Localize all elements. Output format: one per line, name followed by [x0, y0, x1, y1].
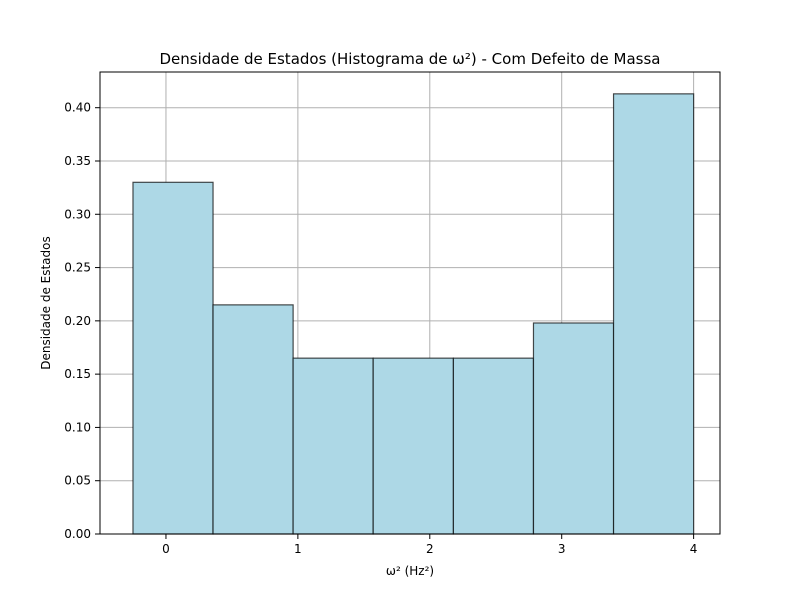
y-tick-label: 0.40 [64, 101, 91, 115]
histogram-bar [612, 93, 695, 535]
y-tick-label: 0.10 [64, 420, 91, 434]
y-tick-label: 0.25 [64, 261, 91, 275]
histogram-bar [292, 357, 374, 535]
y-tick-label: 0.20 [64, 314, 91, 328]
y-tick-label: 0.35 [64, 154, 91, 168]
y-tick-label: 0.30 [64, 207, 91, 221]
plot-frame [99, 71, 721, 535]
histogram-bar [372, 357, 454, 535]
histogram-bars [132, 93, 695, 535]
axis-ticks: 0 1 2 3 4 0.00 0.05 0.10 0.15 0.20 0.25 0.30 0.35 0.4… [64, 101, 697, 556]
y-axis-label: Densidade de Estados [39, 236, 53, 370]
y-tick-label: 0.05 [64, 474, 91, 488]
x-tick-label: 3 [558, 542, 566, 556]
chart-title: Densidade de Estados (Histograma de ω²) … [160, 50, 661, 68]
histogram-bar [212, 304, 294, 535]
x-tick-label: 0 [162, 542, 170, 556]
x-tick-label: 1 [294, 542, 302, 556]
x-axis-label: ω² (Hz²) [386, 564, 434, 578]
x-tick-label: 2 [426, 542, 434, 556]
histogram-bar [132, 181, 214, 535]
histogram-bar [452, 357, 535, 535]
y-tick-label: 0.00 [64, 527, 91, 541]
histogram-bar [532, 322, 615, 535]
x-tick-label: 4 [690, 542, 698, 556]
y-tick-label: 0.15 [64, 367, 91, 381]
